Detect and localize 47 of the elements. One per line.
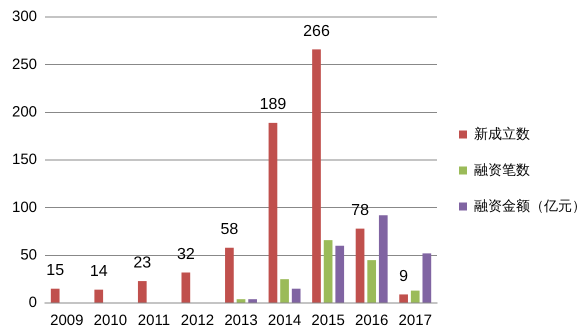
x-tick-label: 2014 (268, 312, 302, 330)
legend-label: 融资笔数 (474, 161, 530, 178)
x-tick-label: 2013 (224, 312, 258, 330)
data-label: 15 (46, 262, 64, 280)
x-tick-label: 2012 (180, 312, 214, 330)
data-label: 9 (399, 268, 408, 285)
y-tick-label: 150 (12, 151, 38, 168)
bar (335, 246, 344, 302)
y-tick-label: 100 (12, 198, 38, 216)
y-tick-label: 50 (20, 246, 38, 264)
bar (50, 288, 60, 302)
data-label: 23 (133, 254, 152, 272)
y-tick-label: 0 (28, 294, 38, 312)
data-label: 266 (303, 22, 330, 40)
x-tick-label: 2010 (94, 312, 128, 330)
legend-label: 融资金额（亿元） (474, 197, 585, 214)
data-label: 14 (90, 263, 108, 280)
bar (225, 248, 234, 302)
x-tick-label: 2017 (398, 312, 432, 330)
bar (138, 281, 147, 302)
bar (236, 299, 246, 302)
bar (292, 288, 301, 302)
bar (181, 272, 190, 302)
bar (94, 290, 104, 302)
legend-label: 新成立数 (474, 125, 530, 142)
bar (410, 290, 420, 302)
bar (378, 215, 388, 302)
bar (324, 240, 332, 302)
bar (356, 228, 364, 302)
x-tick-label: 2015 (311, 312, 345, 330)
bar (399, 294, 408, 302)
data-label: 189 (260, 96, 286, 114)
x-tick-label: 2011 (138, 312, 170, 330)
y-tick-label: 300 (12, 8, 38, 26)
bar (422, 253, 432, 302)
data-label: 78 (351, 202, 370, 220)
bar (248, 299, 257, 302)
x-tick-label: 2016 (354, 312, 388, 330)
y-tick-label: 200 (12, 103, 38, 120)
bar (312, 49, 321, 302)
y-tick-label: 250 (12, 56, 38, 73)
data-label: 32 (176, 246, 195, 263)
x-tick-label: 2009 (50, 312, 84, 330)
data-label: 58 (220, 221, 238, 238)
bar (280, 279, 289, 302)
bar (268, 122, 278, 302)
bar (367, 260, 376, 302)
